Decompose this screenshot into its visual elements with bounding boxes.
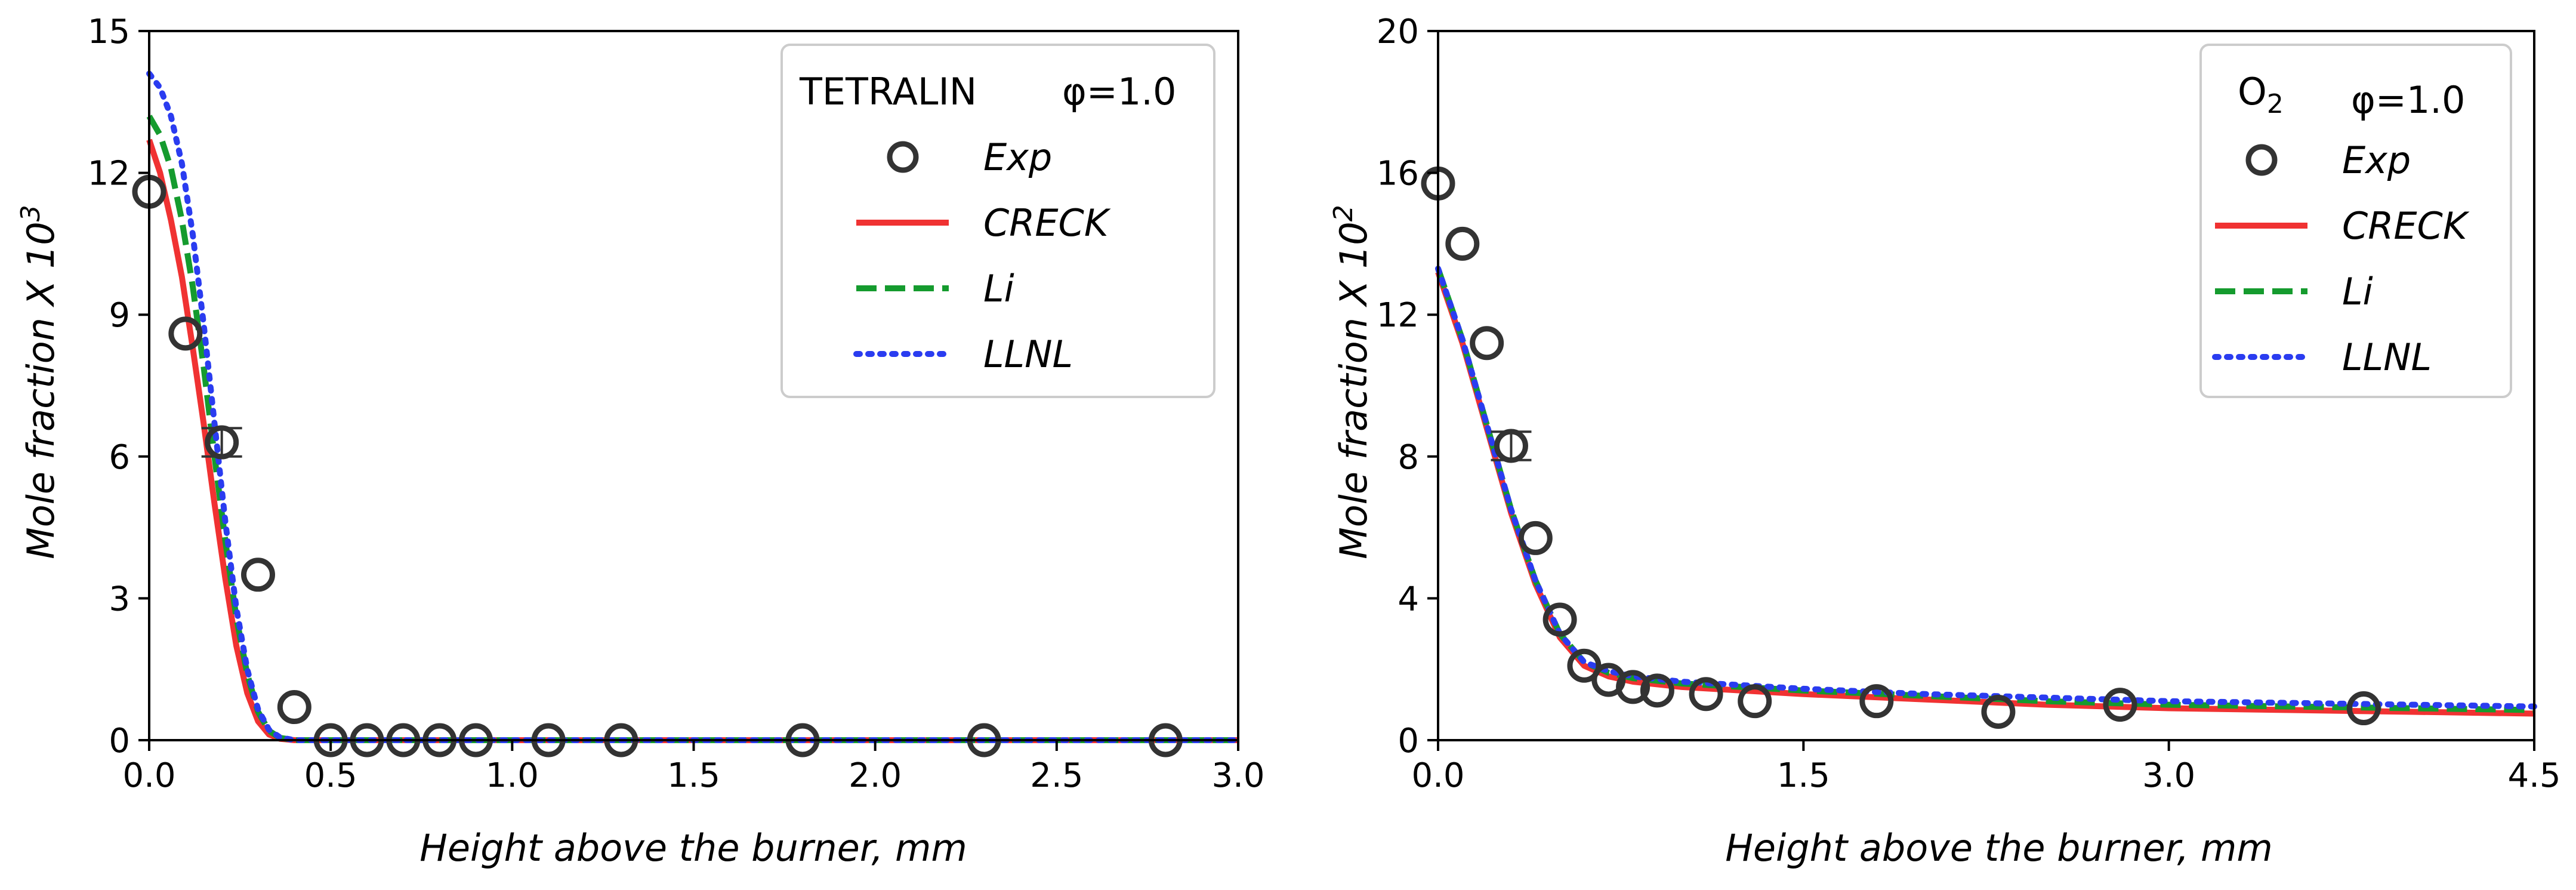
legend-li-label: Li [983,267,1014,310]
o2-series-llnl [1435,266,2537,710]
o2-ytick-label: 12 [1377,296,1419,335]
tetralin-xtick-label: 2.5 [1030,756,1083,795]
legend-frame [2199,44,2512,398]
legend-creck-label: CRECK [983,201,1111,245]
legend-li-label: Li [2342,270,2373,313]
ylabel-text: Mole fraction X 10 [19,221,63,559]
o2-exp-point [1689,677,1723,712]
o2-xtick-label: 4.5 [2507,756,2560,795]
chart-o2-legend: O2 φ=1.0 Exp CRECK Li LLNL [2199,44,2512,398]
o2-ytick-label: 20 [1377,13,1419,51]
tetralin-xtick-label: 1.0 [486,756,539,795]
svg-text:Mole fraction X 103: Mole fraction X 103 [16,205,63,559]
tetralin-ytick-label: 6 [109,438,130,477]
o2-exp-point [1981,694,2016,729]
chart-tetralin-ylabel: Mole fraction X 103 [16,205,63,559]
o2-exp-point [1738,684,1772,719]
o2-exp-point [1518,521,1553,555]
chart-tetralin: Mole fraction X 103 Height above the bur… [16,13,1265,870]
chart-o2-ylabel: Mole fraction X 102 [1328,205,1375,559]
tetralin-xtick-label: 1.5 [667,756,720,795]
o2-exp-point [1542,602,1577,637]
chart-o2: Mole fraction X 102 Height above the bur… [1328,13,2561,870]
o2-exp-point [2103,688,2137,722]
chart-o2-xlabel: Height above the burner, mm [1725,826,2273,870]
legend-title: TETRALIN φ=1.0 [799,70,1176,113]
ylabel-text: Mole fraction X 10 [1332,221,1375,559]
legend-title-phi: φ=1.0 [1062,70,1176,113]
o2-exp-point [1616,670,1651,704]
o2-exp-point [1567,648,1602,683]
o2-exp-point [1445,226,1480,261]
legend-title-sub: 2 [2267,89,2284,119]
chart-tetralin-axes-frame [148,30,1239,741]
o2-xtick-label: 3.0 [2142,756,2195,795]
chart-tetralin-xlabel: Height above the burner, mm [419,826,967,870]
o2-xtick-label: 0.0 [1411,756,1464,795]
legend-title-species: TETRALIN [799,70,977,113]
chart-tetralin-legend: TETRALIN φ=1.0 Exp CRECK Li LLNL [780,44,1215,398]
tetralin-xtick-label: 2.0 [849,756,902,795]
legend-exp-marker [887,141,919,173]
tetralin-exp-point [277,690,311,725]
legend-llnl-label: LLNL [2342,335,2432,379]
ylabel-exponent: 2 [1328,205,1359,221]
tetralin-xtick-label: 0.5 [304,756,357,795]
legend-frame [780,44,1215,398]
legend-title: O2 φ=1.0 [2238,70,2465,122]
tetralin-ytick-label: 3 [109,580,130,618]
svg-text:Mole fraction X 102: Mole fraction X 102 [1328,205,1375,559]
o2-exp-point [1640,673,1674,708]
tetralin-ytick-label: 9 [109,296,130,335]
o2-exp-point [1470,326,1504,361]
o2-exp-point [1859,684,1894,719]
tetralin-xtick-label: 0.0 [122,756,175,795]
legend-exp-marker [2245,144,2278,176]
o2-ytick-label: 8 [1397,438,1419,477]
legend-title-species: O [2238,70,2267,113]
chart-o2-axes-frame [1437,30,2535,741]
o2-xtick-label: 1.5 [1777,756,1830,795]
tetralin-xtick-label: 3.0 [1211,756,1264,795]
ylabel-exponent: 3 [16,205,46,221]
tetralin-exp-point [168,316,203,351]
tetralin-errorbar [201,427,242,458]
o2-ytick-label: 4 [1397,580,1419,618]
legend-exp-label: Exp [983,135,1052,179]
tetralin-exp-point [241,558,275,592]
o2-errorbar [1491,430,1532,461]
tetralin-ytick-label: 0 [109,722,130,760]
legend-exp-label: Exp [2342,138,2411,182]
legend-llnl-label: LLNL [983,332,1073,376]
legend-creck-label: CRECK [2342,204,2470,248]
o2-exp-point [2346,691,2381,726]
tetralin-ytick-label: 15 [88,13,130,51]
o2-ytick-label: 0 [1397,722,1419,760]
o2-series-li [1435,267,2535,713]
tetralin-ytick-label: 12 [88,155,130,193]
legend-title-phi: φ=1.0 [2351,78,2465,122]
o2-ytick-label: 16 [1377,155,1419,193]
